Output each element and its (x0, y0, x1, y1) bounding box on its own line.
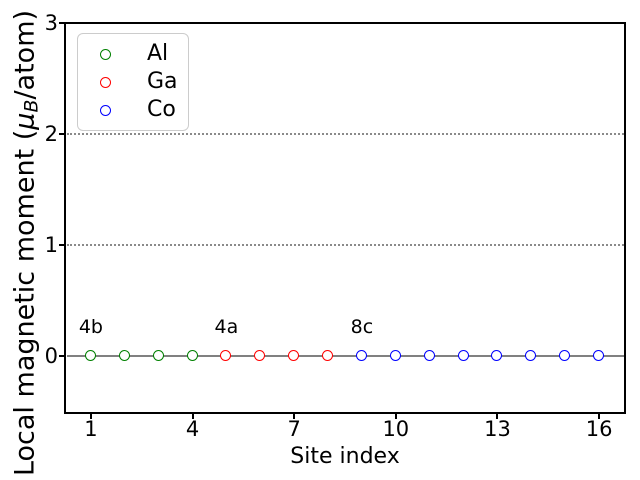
legend-label-ga: Ga (147, 69, 178, 94)
data-point-co-site-15 (559, 350, 571, 362)
x-axis-label: Site index (290, 444, 400, 469)
legend-marker-ga-circle-icon (100, 76, 111, 88)
legend: Al Ga Co (77, 33, 189, 131)
x-tick-mark (293, 413, 296, 419)
gridline-y1 (66, 244, 624, 247)
data-point-co-site-13 (491, 350, 503, 362)
x-tick-mark (89, 413, 92, 419)
site-annotation-4a: 4a (214, 315, 239, 338)
legend-entry-al: Al (100, 43, 188, 65)
y-tick-mark (59, 244, 65, 247)
data-point-al-site-2 (118, 350, 130, 362)
data-point-al-site-1 (84, 350, 96, 362)
data-point-al-site-4 (186, 350, 198, 362)
data-point-co-site-16 (593, 350, 605, 362)
y-tick-label: 3 (44, 11, 58, 35)
zero-moment-line (66, 355, 624, 358)
y-tick-mark (59, 22, 65, 24)
y-tick-mark (59, 133, 65, 136)
data-point-ga-site-8 (322, 350, 334, 362)
data-point-ga-site-7 (288, 350, 300, 362)
y-axis-label-prefix: Local magnetic moment ( (9, 129, 41, 477)
x-tick-label: 10 (382, 417, 410, 441)
data-point-co-site-9 (355, 350, 367, 362)
x-tick-label: 7 (287, 417, 301, 441)
legend-marker-al-circle-icon (100, 48, 111, 60)
data-point-co-site-11 (423, 350, 435, 362)
x-tick-mark (394, 413, 397, 419)
y-tick-label: 1 (44, 233, 58, 258)
site-annotation-8c: 8c (350, 315, 374, 338)
data-point-ga-site-5 (220, 350, 232, 362)
mu-subscript: B (20, 99, 43, 113)
data-point-al-site-3 (152, 350, 164, 362)
x-tick-mark (598, 413, 601, 419)
y-tick-mark (59, 355, 65, 358)
site-annotation-4b: 4b (78, 315, 103, 338)
data-point-co-site-10 (389, 350, 401, 362)
y-tick-label: 0 (44, 344, 58, 369)
legend-label-al: Al (147, 41, 169, 66)
x-tick-label: 4 (185, 417, 200, 441)
x-tick-mark (191, 413, 194, 419)
x-tick-label: 13 (484, 417, 511, 441)
y-tick-label: 2 (44, 122, 58, 147)
data-point-co-site-14 (525, 350, 537, 362)
x-tick-label: 16 (585, 417, 613, 441)
data-point-co-site-12 (457, 350, 469, 362)
legend-entry-co: Co (100, 99, 188, 121)
x-tick-mark (496, 413, 499, 419)
x-tick-label: 1 (84, 417, 98, 441)
legend-entry-ga: Ga (100, 71, 188, 93)
legend-marker-co-circle-icon (100, 104, 111, 116)
legend-label-co: Co (147, 97, 176, 122)
gridline-y2 (66, 133, 624, 136)
data-point-ga-site-6 (254, 350, 266, 362)
